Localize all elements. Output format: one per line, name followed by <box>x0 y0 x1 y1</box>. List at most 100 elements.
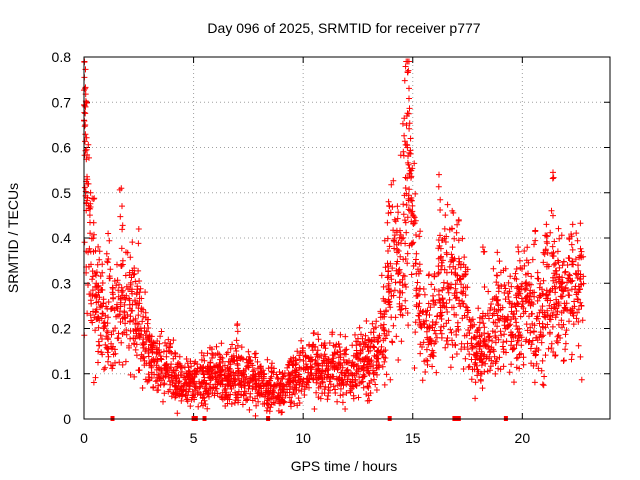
data-point <box>94 261 101 268</box>
peak-point <box>569 261 575 268</box>
data-point <box>355 394 362 401</box>
data-point <box>374 339 381 345</box>
data-point <box>412 329 419 336</box>
data-point <box>222 383 229 390</box>
data-point <box>251 373 258 380</box>
data-point <box>133 341 140 348</box>
peak-point <box>448 225 455 232</box>
data-point <box>268 368 275 375</box>
data-point <box>178 362 184 369</box>
data-point <box>243 356 250 363</box>
data-point <box>103 328 110 334</box>
data-point <box>99 336 105 342</box>
data-point <box>87 230 94 237</box>
data-point <box>511 311 518 318</box>
data-point <box>545 345 552 352</box>
data-point <box>458 289 465 296</box>
data-point <box>403 122 410 129</box>
data-point <box>449 354 456 361</box>
data-point <box>235 397 242 404</box>
data-point <box>508 304 515 311</box>
data-point <box>218 340 225 347</box>
data-point <box>551 261 557 268</box>
data-point <box>332 390 339 396</box>
data-point <box>132 315 139 322</box>
data-point <box>397 231 404 238</box>
data-point <box>535 275 542 282</box>
peak-point <box>542 246 549 253</box>
data-point <box>467 324 474 331</box>
data-point <box>201 357 208 364</box>
data-point <box>492 370 499 377</box>
data-series <box>81 58 587 419</box>
data-point <box>178 397 185 404</box>
data-point <box>142 348 149 355</box>
peak-point <box>515 248 522 255</box>
data-point <box>411 365 418 371</box>
data-point <box>83 146 90 153</box>
data-point <box>187 358 194 365</box>
data-point <box>117 308 124 315</box>
data-point <box>427 304 434 311</box>
peak-point <box>385 198 392 205</box>
data-point <box>552 352 558 359</box>
data-point <box>102 322 109 329</box>
data-point <box>353 382 360 389</box>
data-point <box>500 348 507 355</box>
data-point <box>431 340 438 347</box>
data-point <box>95 243 102 250</box>
data-point <box>322 367 329 374</box>
peak-point <box>479 315 486 322</box>
data-point <box>85 141 92 148</box>
data-point <box>460 273 467 280</box>
data-point <box>429 319 436 325</box>
data-point <box>370 343 377 350</box>
data-point <box>249 397 256 404</box>
data-point <box>380 283 387 290</box>
data-point <box>453 351 460 357</box>
data-point <box>435 269 442 276</box>
data-point <box>436 296 443 303</box>
data-point <box>362 332 369 339</box>
data-point <box>245 362 252 369</box>
data-point <box>517 264 524 271</box>
data-point <box>427 353 434 360</box>
data-point <box>337 385 344 392</box>
data-point <box>462 303 469 310</box>
peak-point <box>87 205 94 212</box>
data-point <box>98 315 105 322</box>
data-point <box>207 374 213 381</box>
peak-point <box>392 218 399 225</box>
data-point <box>306 384 312 391</box>
data-point <box>342 351 349 358</box>
data-point <box>575 318 582 325</box>
data-point <box>524 244 531 251</box>
data-point <box>554 248 561 255</box>
data-point <box>114 261 120 268</box>
data-point <box>353 367 360 373</box>
data-point <box>191 360 198 367</box>
peak-point <box>568 241 575 248</box>
peak-point <box>116 186 123 193</box>
data-point <box>569 246 576 253</box>
data-point <box>501 282 508 288</box>
data-point <box>316 354 323 361</box>
data-point <box>475 305 482 312</box>
data-point <box>247 390 254 397</box>
data-point <box>112 359 118 366</box>
y-tick-label: 0.4 <box>52 230 72 246</box>
data-point <box>213 343 220 350</box>
data-point <box>391 245 398 252</box>
data-point <box>448 329 455 336</box>
data-point <box>375 338 382 345</box>
data-point <box>558 293 565 300</box>
data-point <box>434 313 440 320</box>
data-point <box>383 307 390 314</box>
peak-point <box>544 240 551 247</box>
peak-point <box>89 195 96 202</box>
peak-point <box>385 248 391 254</box>
data-point <box>127 281 134 288</box>
data-point <box>552 267 559 274</box>
data-point <box>116 359 123 366</box>
data-point <box>554 333 561 340</box>
